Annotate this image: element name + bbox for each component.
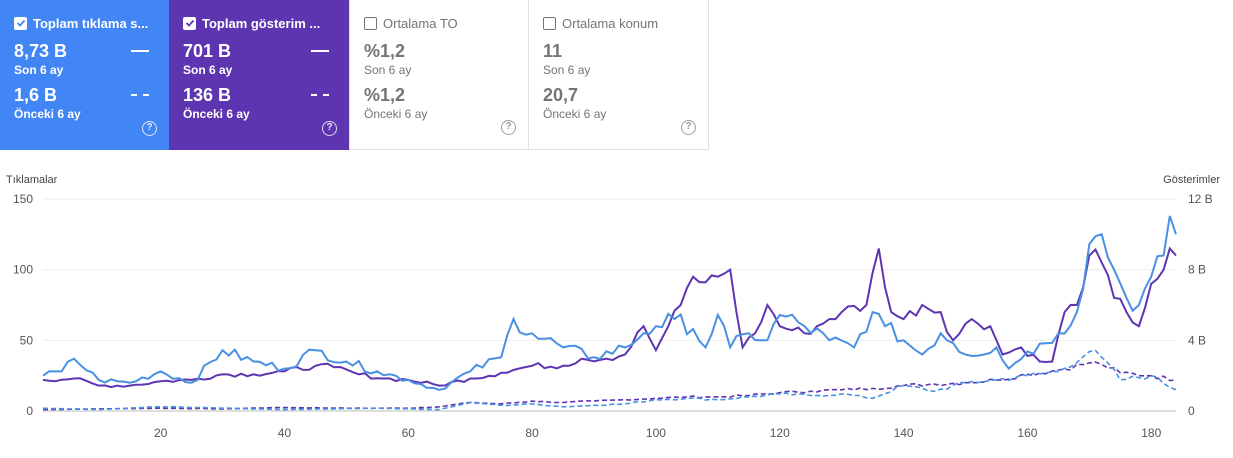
right-tick-label: 0	[1188, 404, 1195, 418]
card-header: Toplam gösterim ...	[183, 12, 335, 34]
previous-value: 136 B	[183, 85, 232, 105]
card-checkbox[interactable]	[364, 16, 377, 30]
previous-period-label: Önceki 6 ay	[364, 107, 428, 121]
solid-line-legend-icon	[311, 50, 329, 52]
current-period-block: 8,73 B Son 6 ay	[14, 40, 155, 78]
current-period-label: Son 6 ay	[543, 63, 591, 77]
previous-period-block: 1,6 B Önceki 6 ay	[14, 84, 155, 122]
current-value: 701 B	[183, 41, 232, 61]
card-label: Ortalama konum	[562, 15, 659, 31]
previous-period-label: Önceki 6 ay	[543, 107, 607, 121]
card-header: Ortalama konum	[543, 12, 694, 34]
check-icon	[185, 19, 194, 27]
card-checkbox[interactable]	[183, 16, 196, 30]
average-ctr-card[interactable]: Ortalama TO %1,2 Son 6 ay %1,2 Önceki 6 …	[349, 0, 529, 150]
card-header: Ortalama TO	[364, 12, 514, 34]
total-impressions-card[interactable]: Toplam gösterim ... 701 B Son 6 ay 136 B…	[169, 0, 349, 150]
help-icon[interactable]: ?	[322, 121, 337, 136]
previous-value: 20,7	[543, 85, 579, 105]
impressions-previous-line	[42, 361, 1177, 411]
current-value: 8,73 B	[14, 41, 68, 61]
current-period-label: Son 6 ay	[364, 63, 412, 77]
total-clicks-card[interactable]: Toplam tıklama s... 8,73 B Son 6 ay 1,6 …	[0, 0, 169, 150]
x-tick-label: 20	[154, 426, 168, 440]
left-tick-label: 100	[13, 263, 33, 277]
impressions-current-line	[42, 246, 1177, 389]
help-icon[interactable]: ?	[501, 120, 516, 135]
current-period-block: 701 B Son 6 ay	[183, 40, 335, 78]
x-tick-label: 180	[1141, 426, 1161, 440]
previous-period-block: %1,2 Önceki 6 ay	[364, 84, 514, 122]
previous-period-label: Önceki 6 ay	[183, 107, 250, 121]
clicks-previous-line	[42, 349, 1177, 411]
previous-period-label: Önceki 6 ay	[14, 107, 81, 121]
right-axis-label: Gösterimler	[1163, 174, 1220, 186]
card-checkbox[interactable]	[543, 16, 556, 30]
dashed-line-legend-icon	[131, 94, 149, 96]
right-tick-label: 12 B	[1188, 192, 1213, 206]
left-tick-label: 150	[13, 192, 33, 206]
card-label: Toplam tıklama s...	[33, 15, 149, 31]
right-tick-label: 8 B	[1188, 263, 1206, 277]
x-tick-label: 40	[278, 426, 292, 440]
current-period-label: Son 6 ay	[14, 63, 64, 77]
card-label: Toplam gösterim ...	[202, 15, 321, 31]
current-value: %1,2	[364, 41, 406, 61]
left-tick-label: 50	[20, 333, 34, 347]
card-checkbox[interactable]	[14, 16, 27, 30]
x-tick-label: 60	[402, 426, 416, 440]
help-icon[interactable]: ?	[681, 120, 696, 135]
card-label: Ortalama TO	[383, 15, 458, 31]
x-tick-label: 120	[770, 426, 790, 440]
current-period-block: %1,2 Son 6 ay	[364, 40, 514, 78]
average-position-card[interactable]: Ortalama konum 11 Son 6 ay 20,7 Önceki 6…	[529, 0, 709, 150]
x-tick-label: 100	[646, 426, 666, 440]
x-tick-label: 160	[1017, 426, 1037, 440]
previous-period-block: 20,7 Önceki 6 ay	[543, 84, 694, 122]
current-period-label: Son 6 ay	[183, 63, 233, 77]
current-period-block: 11 Son 6 ay	[543, 40, 694, 78]
left-tick-label: 0	[26, 404, 33, 418]
clicks-current-line	[42, 215, 1177, 391]
check-icon	[16, 19, 25, 27]
card-header: Toplam tıklama s...	[14, 12, 155, 34]
metric-cards: Toplam tıklama s... 8,73 B Son 6 ay 1,6 …	[0, 0, 709, 150]
left-axis-label: Tıklamalar	[6, 174, 58, 186]
x-tick-label: 80	[525, 426, 539, 440]
dashed-line-legend-icon	[311, 94, 329, 96]
right-tick-label: 4 B	[1188, 333, 1206, 347]
performance-chart[interactable]: 150 12 B 100 8 B 50 4 B 0 0 20 40 60 80 100 120 140 160…	[0, 190, 1233, 450]
previous-value: %1,2	[364, 85, 406, 105]
x-tick-label: 140	[894, 426, 914, 440]
current-value: 11	[543, 41, 563, 61]
previous-period-block: 136 B Önceki 6 ay	[183, 84, 335, 122]
solid-line-legend-icon	[131, 50, 149, 52]
help-icon[interactable]: ?	[142, 121, 157, 136]
previous-value: 1,6 B	[14, 85, 58, 105]
